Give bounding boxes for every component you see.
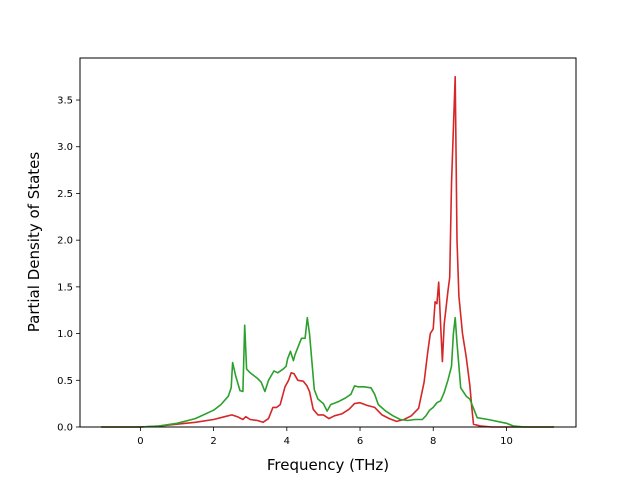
x-tick-label: 2 xyxy=(210,436,216,447)
x-tick-label: 6 xyxy=(357,436,363,447)
x-axis-ticks: 0 2 4 6 8 10 xyxy=(137,427,513,447)
y-axis-label: Partial Density of States xyxy=(25,152,43,333)
plot-frame xyxy=(79,57,577,428)
y-tick-label: 0.5 xyxy=(57,376,73,387)
y-tick-label: 2.5 xyxy=(57,189,73,200)
y-axis-ticks: 0.0 0.5 1.0 1.5 2.0 2.5 3.0 3.5 xyxy=(57,96,80,434)
series-line-2 xyxy=(101,316,554,428)
x-axis-label: Frequency (THz) xyxy=(267,456,389,474)
y-tick-label: 3.0 xyxy=(57,142,73,153)
plot-lines xyxy=(101,75,554,428)
x-tick-label: 10 xyxy=(500,436,513,447)
x-tick-label: 8 xyxy=(430,436,436,447)
y-tick-label: 0.0 xyxy=(57,423,73,434)
x-tick-label: 0 xyxy=(137,436,143,447)
y-tick-label: 2.0 xyxy=(57,236,73,247)
series-line-1 xyxy=(101,75,554,428)
y-tick-label: 3.5 xyxy=(57,96,73,107)
x-tick-label: 4 xyxy=(284,436,290,447)
y-tick-label: 1.5 xyxy=(57,282,73,293)
y-tick-label: 1.0 xyxy=(57,329,73,340)
